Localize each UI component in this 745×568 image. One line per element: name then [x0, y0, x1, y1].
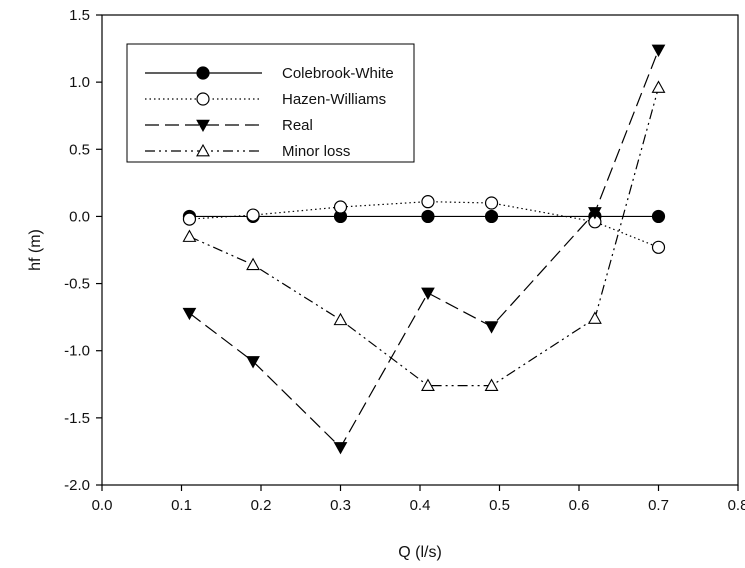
- y-axis: -2.0 -1.5 -1.0 -0.5 0.0 0.5 1.0 1.5: [64, 7, 102, 494]
- data-point-real: [246, 356, 260, 369]
- legend-item-hazen-williams: Hazen-Williams: [145, 91, 386, 108]
- data-point-minor-loss: [587, 311, 602, 324]
- data-point-real: [333, 442, 348, 455]
- y-tick-label: -1.0: [64, 343, 90, 360]
- legend-item-real: Real: [145, 117, 313, 134]
- data-point-real: [421, 287, 435, 301]
- y-axis-title: hf (m): [27, 229, 44, 271]
- data-point-minor-loss: [182, 229, 197, 242]
- x-axis-title: Q (l/s): [398, 544, 442, 561]
- series-minor-loss: [182, 80, 666, 391]
- data-point-real: [484, 321, 499, 334]
- data-point-minor-loss: [484, 378, 499, 391]
- legend-label: Colebrook-White: [282, 65, 394, 82]
- legend-item-colebrook-white: Colebrook-White: [145, 65, 394, 82]
- legend-label: Hazen-Williams: [282, 91, 386, 108]
- x-tick-label: 0.6: [569, 497, 590, 514]
- x-tick-label: 0.4: [410, 497, 431, 514]
- data-point-colebrook-white: [421, 209, 435, 224]
- legend-marker: [196, 143, 210, 157]
- data-point-colebrook-white: [484, 209, 499, 224]
- legend-box: [126, 43, 415, 163]
- data-point-real: [182, 307, 197, 321]
- legend-marker: [196, 66, 210, 80]
- legend-marker: [196, 119, 210, 133]
- x-tick-label: 0.0: [92, 497, 113, 514]
- y-tick-label: 1.5: [69, 7, 90, 24]
- data-point-hazen-williams: [182, 212, 197, 226]
- x-tick-label: 0.5: [489, 497, 510, 514]
- legend: Colebrook-White Hazen-Williams Real Minor l…: [126, 43, 415, 163]
- y-tick-label: 0.5: [69, 141, 90, 158]
- legend-label: Real: [282, 117, 313, 134]
- legend-label: Minor loss: [282, 143, 350, 160]
- x-axis: 0.0 0.1 0.2 0.3 0.4 0.5 0.6 0.7 0.8: [92, 485, 745, 514]
- data-point-real: [651, 44, 666, 57]
- y-tick-label: -2.0: [64, 477, 90, 494]
- y-tick-label: 0.0: [69, 208, 90, 225]
- legend-marker: [196, 92, 210, 106]
- series-hazen-williams: [182, 195, 666, 254]
- data-point-minor-loss: [333, 312, 348, 326]
- data-point-hazen-williams: [484, 196, 499, 210]
- data-point-minor-loss: [651, 80, 666, 93]
- data-point-hazen-williams: [651, 240, 666, 254]
- y-tick-label: -0.5: [64, 276, 90, 293]
- data-point-hazen-williams: [333, 200, 348, 214]
- x-tick-label: 0.1: [171, 497, 192, 514]
- x-tick-label: 0.3: [330, 497, 351, 514]
- x-tick-label: 0.8: [728, 497, 745, 514]
- series-line-hazen-williams: [189, 201, 659, 248]
- data-point-hazen-williams: [246, 208, 260, 222]
- data-point-minor-loss: [421, 378, 435, 391]
- y-tick-label: 1.0: [69, 74, 90, 91]
- y-tick-label: -1.5: [64, 410, 90, 427]
- data-point-real: [588, 207, 602, 220]
- series-real: [182, 44, 666, 455]
- data-point-hazen-williams: [421, 195, 435, 209]
- legend-item-minor-loss: Minor loss: [145, 143, 350, 160]
- x-tick-label: 0.7: [648, 497, 669, 514]
- data-point-colebrook-white: [651, 209, 666, 224]
- data-point-minor-loss: [246, 257, 260, 271]
- series-layer: [182, 44, 666, 455]
- x-tick-label: 0.2: [251, 497, 272, 514]
